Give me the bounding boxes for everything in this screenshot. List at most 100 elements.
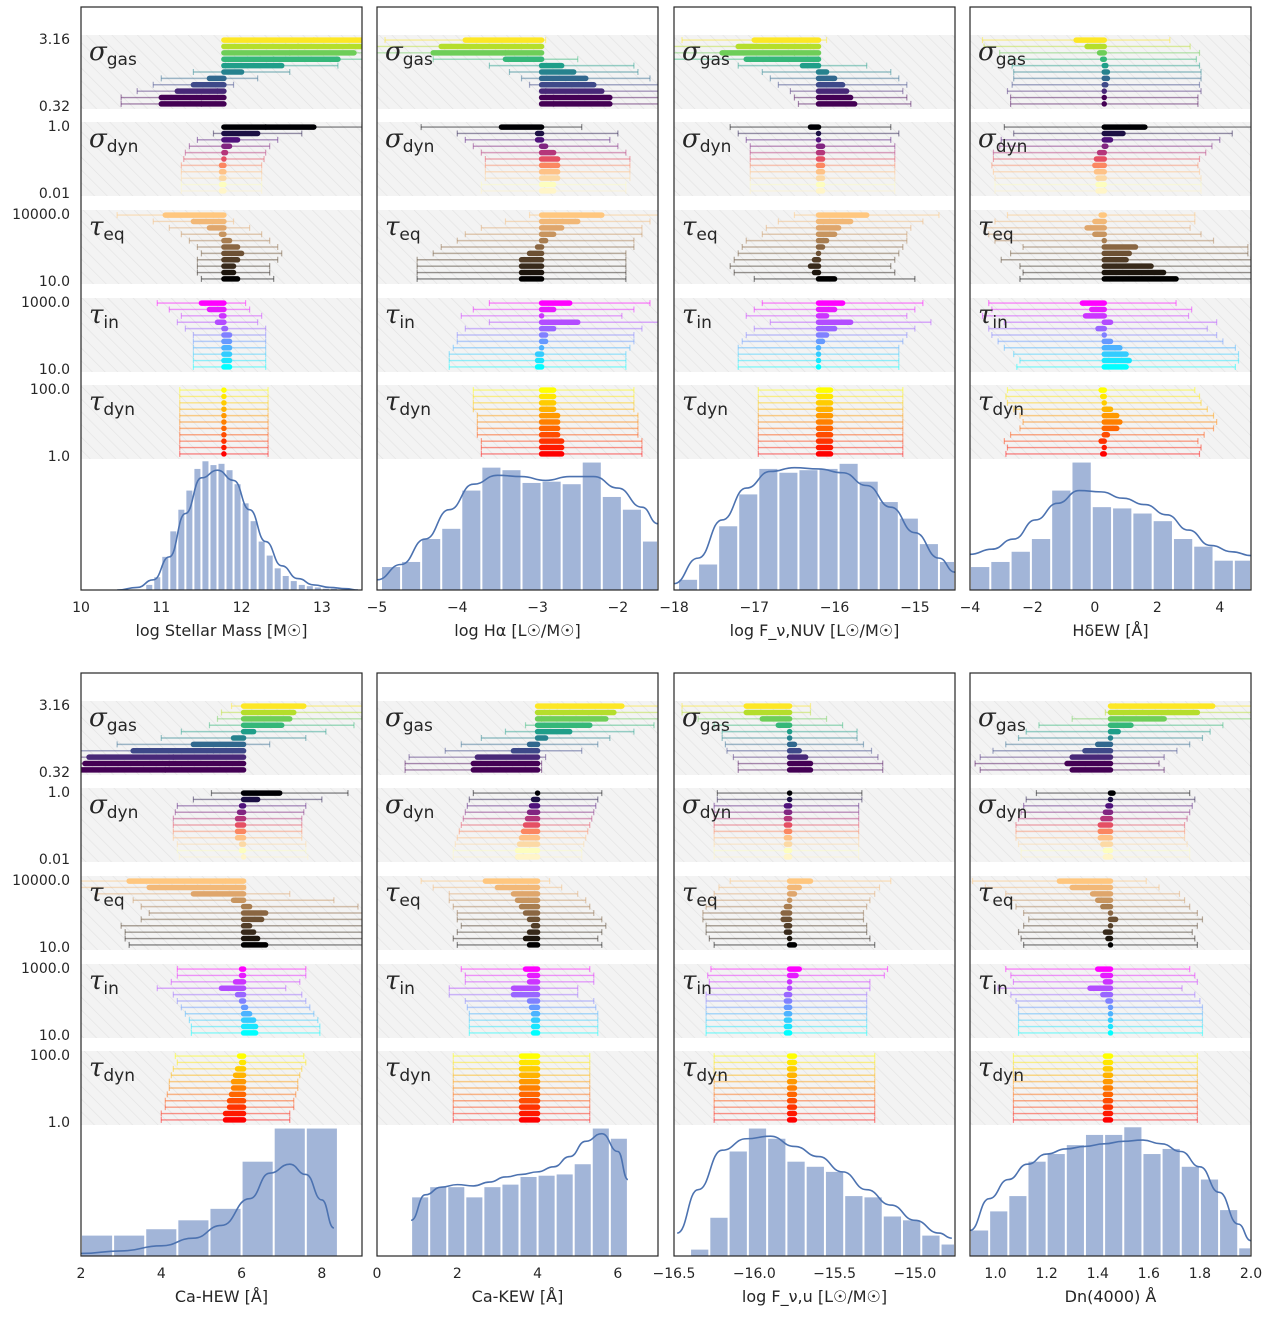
kde-curve — [676, 1135, 952, 1239]
histogram-bar — [1200, 1179, 1219, 1256]
ytick-label: 1.0 — [48, 449, 70, 465]
band-tau_eq — [674, 876, 955, 950]
histogram-bar — [1009, 1196, 1027, 1256]
histogram-bar — [710, 1217, 728, 1256]
band-tau_in — [377, 964, 658, 1038]
histogram-bar — [1047, 1154, 1065, 1256]
panel-frame — [376, 672, 659, 1257]
histogram-bar — [382, 567, 401, 590]
histogram-bar — [1085, 1134, 1104, 1256]
histogram-bar — [1072, 462, 1091, 590]
xtick-label: −5 — [367, 600, 388, 616]
ytick-label: 10000.0 — [12, 873, 70, 889]
histogram-bar — [845, 1196, 863, 1256]
histogram-bar — [186, 490, 193, 590]
histogram-bar — [146, 1229, 177, 1256]
histogram-bar — [1181, 1166, 1199, 1256]
histogram-bar — [739, 494, 758, 590]
x-axis-label: Ca-HEW [Å] — [175, 1287, 268, 1306]
histogram-bar — [502, 1184, 519, 1256]
histogram-bar — [314, 587, 321, 590]
histogram-bar — [1133, 513, 1152, 590]
ytick-label: 3.16 — [39, 698, 70, 714]
histogram-bar — [787, 1161, 805, 1256]
histogram-bar — [442, 528, 461, 590]
ytick-label: 10.0 — [39, 362, 70, 378]
histogram-bar — [250, 521, 257, 590]
histogram-bar — [170, 531, 177, 590]
histogram-bar — [146, 584, 153, 590]
ytick-label: 1000.0 — [21, 295, 70, 311]
xtick-label: 2.0 — [1240, 1266, 1262, 1282]
histogram-bar — [1092, 507, 1112, 590]
histogram-bar — [779, 472, 798, 590]
histogram-bar — [448, 1187, 465, 1256]
kde-curve — [117, 469, 358, 590]
histogram-bar — [699, 564, 718, 590]
panel-frame — [673, 6, 956, 591]
band-tau_in — [674, 298, 955, 372]
histogram-bar — [484, 1187, 501, 1256]
ytick-label: 3.16 — [39, 32, 70, 48]
ytick-label: 1.0 — [48, 1115, 70, 1131]
histogram-bar — [430, 1187, 447, 1256]
histogram-bar — [154, 577, 161, 590]
kde-curve — [970, 1139, 1251, 1242]
histogram-bar — [274, 568, 281, 590]
histogram-bar — [1220, 1210, 1238, 1256]
histogram-bar — [306, 586, 313, 590]
xtick-label: −16.0 — [733, 1266, 776, 1282]
histogram-bar — [322, 588, 329, 590]
band-sigma_gas — [674, 701, 955, 775]
histogram-bar — [266, 555, 273, 590]
histogram-bar — [971, 567, 990, 590]
xtick-label: −16 — [820, 600, 850, 616]
x-axis-label: log F_ν,NUV [L☉/M☉] — [730, 621, 900, 641]
histogram-bar — [1234, 560, 1250, 590]
histogram-bar — [210, 465, 217, 590]
band-tau_in — [674, 964, 955, 1038]
band-tau_dyn — [81, 1051, 362, 1125]
xtick-label: 10 — [72, 600, 90, 616]
histogram-bar — [502, 470, 521, 590]
histogram-bar — [941, 1244, 954, 1256]
histogram-bar — [258, 541, 265, 590]
ytick-label: 0.01 — [39, 852, 70, 868]
param-label-sigma_gas: σgas — [978, 37, 1026, 70]
histogram-bar — [971, 1230, 989, 1256]
histogram-bar — [903, 1220, 921, 1256]
xtick-label: −15.5 — [813, 1266, 856, 1282]
histogram-bar — [990, 1211, 1008, 1256]
kde-curve — [81, 1163, 335, 1255]
param-label-tau_eq: τeq — [682, 878, 718, 911]
ytick-label: 10.0 — [39, 1028, 70, 1044]
band-tau_eq — [377, 210, 658, 284]
histogram-bar — [210, 1208, 241, 1256]
histogram-bar — [242, 503, 249, 590]
histogram-bar — [522, 482, 541, 590]
band-sigma_dyn — [674, 122, 955, 196]
xtick-label: 0 — [373, 1266, 382, 1282]
kde-curve — [377, 474, 658, 581]
histogram-bar — [799, 470, 818, 590]
x-axis-label: Ca-KEW [Å] — [472, 1287, 564, 1306]
band-sigma_dyn — [674, 788, 955, 862]
ytick-label: 0.01 — [39, 186, 70, 202]
histogram-bar — [574, 1164, 591, 1256]
ytick-label: 0.32 — [39, 765, 70, 781]
xtick-label: −15 — [900, 600, 930, 616]
kde-curve — [410, 1132, 629, 1222]
xtick-label: −4 — [960, 600, 981, 616]
histogram-bar — [194, 468, 201, 590]
band-tau_dyn — [674, 1051, 955, 1125]
histogram-bar — [542, 481, 561, 590]
band-sigma_gas — [970, 35, 1251, 109]
histogram-bar — [991, 561, 1010, 590]
xtick-label: 6 — [613, 1266, 622, 1282]
histogram-bar — [306, 1128, 337, 1256]
panel-1: σgas3.160.32σdyn1.00.01τeq10000.010.0τin… — [12, 6, 363, 640]
panel-5: σgas3.160.32σdyn1.00.01τeq10000.010.0τin… — [12, 672, 363, 1306]
